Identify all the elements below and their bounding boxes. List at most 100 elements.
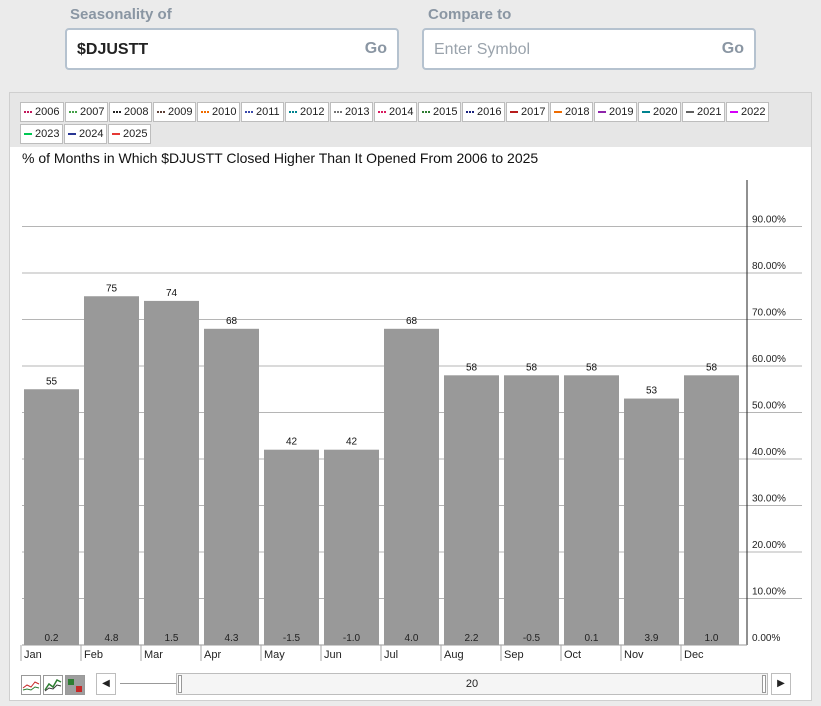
y-tick-label: 20.00% bbox=[752, 540, 786, 551]
bar-value-label: 55 bbox=[46, 376, 58, 387]
bar-aug[interactable] bbox=[444, 375, 499, 645]
y-tick-label: 70.00% bbox=[752, 308, 786, 319]
bar-avg-change-label: 4.8 bbox=[105, 633, 119, 644]
legend-year-label: 2020 bbox=[653, 106, 678, 118]
range-right-arrow[interactable]: ▶ bbox=[771, 673, 791, 695]
legend-swatch bbox=[245, 111, 253, 114]
range-slider-right-handle[interactable] bbox=[762, 675, 766, 693]
legend-swatch bbox=[289, 111, 297, 114]
range-slider[interactable]: 20 bbox=[176, 673, 768, 695]
legend-year-2010[interactable]: 2010 bbox=[197, 102, 240, 122]
legend-year-2012[interactable]: 2012 bbox=[285, 102, 329, 122]
bar-dec[interactable] bbox=[684, 375, 739, 645]
legend-year-label: 2009 bbox=[168, 106, 193, 118]
bar-value-label: 58 bbox=[466, 362, 478, 373]
legend-swatch bbox=[730, 111, 738, 114]
legend-year-2014[interactable]: 2014 bbox=[374, 102, 417, 122]
legend-year-label: 2021 bbox=[697, 106, 722, 118]
chart-title: % of Months in Which $DJUSTT Closed High… bbox=[22, 150, 539, 166]
y-tick-label: 60.00% bbox=[752, 354, 786, 365]
multi-line-chart-icon[interactable] bbox=[43, 675, 63, 695]
x-tick-label: Dec bbox=[684, 649, 704, 661]
legend-swatch bbox=[112, 133, 120, 136]
x-tick-label: May bbox=[264, 649, 285, 661]
bar-avg-change-label: -1.0 bbox=[343, 633, 361, 644]
legend-year-label: 2008 bbox=[124, 106, 149, 118]
legend-swatch bbox=[686, 111, 694, 114]
seasonality-input-box: Go bbox=[65, 28, 399, 70]
chart-panel: 2006 2007 2008 2009 2010 2011 2012 2013 2014 2015… bbox=[9, 92, 812, 701]
bar-value-label: 74 bbox=[166, 288, 178, 299]
legend-year-2019[interactable]: 2019 bbox=[594, 102, 637, 122]
legend-year-2016[interactable]: 2016 bbox=[462, 102, 505, 122]
search-header: Seasonality of Go Compare to Go bbox=[0, 0, 821, 84]
bar-value-label: 68 bbox=[406, 316, 418, 327]
legend-year-2025[interactable]: 2025 bbox=[108, 124, 151, 144]
bar-chart-icon[interactable] bbox=[65, 675, 85, 695]
compare-symbol-input[interactable] bbox=[434, 38, 714, 62]
legend-year-2024[interactable]: 2024 bbox=[64, 124, 107, 144]
legend-year-2015[interactable]: 2015 bbox=[418, 102, 461, 122]
legend-swatch bbox=[69, 111, 77, 114]
bar-apr[interactable] bbox=[204, 328, 259, 645]
legend-year-label: 2010 bbox=[212, 106, 237, 118]
legend-year-label: 2012 bbox=[300, 106, 325, 118]
x-tick-label: Nov bbox=[624, 649, 644, 661]
legend-swatch bbox=[642, 111, 650, 114]
legend-swatch bbox=[334, 111, 342, 114]
legend-year-2007[interactable]: 2007 bbox=[65, 102, 108, 122]
legend-year-2022[interactable]: 2022 bbox=[726, 102, 769, 122]
legend-swatch bbox=[113, 111, 121, 114]
bar-feb[interactable] bbox=[84, 296, 139, 645]
bar-avg-change-label: -0.5 bbox=[523, 633, 541, 644]
bar-jul[interactable] bbox=[384, 328, 439, 645]
bar-value-label: 53 bbox=[646, 386, 658, 397]
legend-year-2021[interactable]: 2021 bbox=[682, 102, 725, 122]
range-slider-value: 20 bbox=[465, 678, 479, 690]
legend-year-2011[interactable]: 2011 bbox=[241, 102, 284, 122]
legend-year-2018[interactable]: 2018 bbox=[550, 102, 593, 122]
legend-swatch bbox=[554, 111, 562, 114]
bar-oct[interactable] bbox=[564, 375, 619, 645]
seasonality-label: Seasonality of bbox=[70, 6, 172, 23]
chart-toolbar: ◀ 20 ▶ bbox=[10, 669, 811, 700]
bar-sep[interactable] bbox=[504, 375, 559, 645]
compare-go-button[interactable]: Go bbox=[721, 40, 744, 57]
x-tick-label: Jan bbox=[24, 649, 42, 661]
legend-year-label: 2017 bbox=[521, 106, 546, 118]
bar-may[interactable] bbox=[264, 449, 319, 645]
bar-avg-change-label: 2.2 bbox=[465, 633, 479, 644]
legend-year-2013[interactable]: 2013 bbox=[330, 102, 373, 122]
bar-avg-change-label: 0.1 bbox=[585, 633, 599, 644]
bar-jan[interactable] bbox=[24, 389, 79, 645]
legend-swatch bbox=[201, 111, 209, 114]
legend-year-label: 2016 bbox=[477, 106, 502, 118]
legend-year-label: 2024 bbox=[79, 128, 104, 140]
x-tick-label: Jul bbox=[384, 649, 398, 661]
legend-swatch bbox=[422, 111, 430, 114]
y-tick-label: 80.00% bbox=[752, 261, 786, 272]
x-tick-label: Aug bbox=[444, 649, 464, 661]
range-left-arrow[interactable]: ◀ bbox=[96, 673, 116, 695]
compare-label: Compare to bbox=[428, 6, 512, 23]
bar-value-label: 58 bbox=[706, 362, 718, 373]
legend-year-2008[interactable]: 2008 bbox=[109, 102, 152, 122]
legend-year-2006[interactable]: 2006 bbox=[20, 102, 64, 122]
bar-nov[interactable] bbox=[624, 398, 679, 645]
range-slider-left-handle[interactable] bbox=[178, 675, 182, 693]
line-chart-icon[interactable] bbox=[21, 675, 41, 695]
bar-avg-change-label: 4.3 bbox=[225, 633, 239, 644]
legend-swatch bbox=[157, 111, 165, 114]
bar-mar[interactable] bbox=[144, 300, 199, 645]
bar-jun[interactable] bbox=[324, 449, 379, 645]
legend-year-2017[interactable]: 2017 bbox=[506, 102, 549, 122]
legend-year-2020[interactable]: 2020 bbox=[638, 102, 681, 122]
legend-year-2023[interactable]: 2023 bbox=[20, 124, 63, 144]
legend-year-2009[interactable]: 2009 bbox=[153, 102, 196, 122]
seasonality-go-button[interactable]: Go bbox=[364, 40, 387, 57]
legend-year-label: 2011 bbox=[256, 106, 280, 118]
range-track bbox=[120, 683, 176, 684]
bar-avg-change-label: 3.9 bbox=[645, 633, 659, 644]
legend-year-label: 2022 bbox=[741, 106, 766, 118]
seasonality-symbol-input[interactable] bbox=[77, 38, 357, 62]
